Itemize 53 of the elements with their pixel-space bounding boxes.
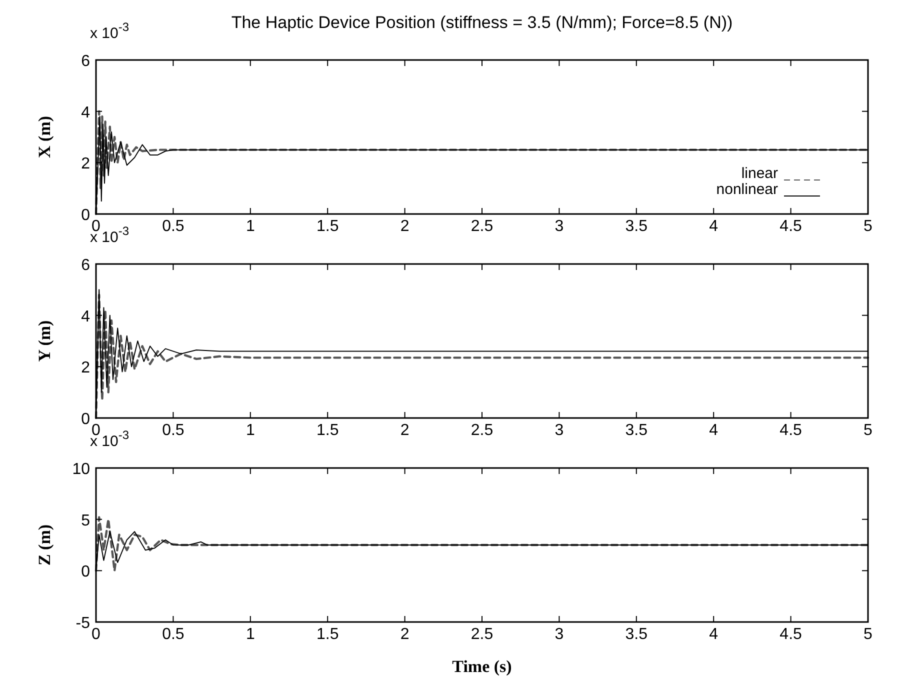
y-tick-label: 5: [81, 512, 90, 530]
x-tick-label: 4: [709, 626, 718, 643]
x-tick-label: 2: [400, 422, 410, 439]
y-tick-label: 2: [81, 156, 90, 173]
x-tick-label: 4.5: [780, 218, 802, 235]
x-axis-title: Time (s): [452, 657, 512, 676]
y-tick-label: 6: [81, 53, 90, 70]
y-tick-label: 4: [81, 308, 90, 326]
x-tick-label: 3.5: [625, 422, 648, 439]
y-tick-label: 4: [81, 104, 90, 122]
x-tick-label: 4.5: [780, 422, 802, 439]
x-tick-label: 0.5: [162, 626, 184, 643]
x-tick-label: 2.5: [470, 626, 494, 643]
x-tick-label: 4: [709, 422, 718, 439]
x-tick-label: 2.5: [470, 218, 494, 235]
x-tick-label: 0.5: [162, 218, 184, 235]
text: x 10$^{-3}$: [90, 20, 130, 42]
x-tick-label: 0: [92, 218, 101, 235]
x-tick-label: 3: [554, 422, 564, 439]
x-tick-label: 1.5: [316, 422, 339, 439]
x-tick-label: 1: [246, 218, 255, 235]
x-tick-label: 2: [400, 626, 410, 643]
x-tick-label: 0: [92, 626, 101, 643]
y-tick-label: 6: [81, 257, 90, 274]
x-tick-label: 2: [400, 218, 410, 235]
legend-label: linear: [741, 165, 778, 182]
x-tick-label: 1.5: [316, 626, 339, 643]
chart-title: The Haptic Device Position (stiffness = 3.5 (N/mm); Force=8.5 (N)): [231, 13, 733, 32]
x-tick-label: 1.5: [316, 218, 339, 235]
x-tick-label: 3: [554, 626, 564, 643]
legend-label: nonlinear: [716, 181, 778, 198]
y-tick-label: -5: [76, 615, 90, 632]
y-tick-label: 0: [81, 564, 90, 581]
x-tick-label: 5: [864, 626, 873, 643]
x-tick-label: 1: [246, 422, 255, 439]
x-tick-label: 3.5: [625, 218, 648, 235]
x-tick-label: 0.5: [162, 422, 184, 439]
y-axis-title: X (m): [35, 116, 54, 158]
x-tick-label: 0: [92, 422, 101, 439]
x-tick-label: 3: [554, 218, 564, 235]
x-tick-label: 4.5: [780, 626, 802, 643]
x-tick-label: 3.5: [625, 626, 648, 643]
y-tick-label: 10: [72, 461, 90, 478]
y-tick-label: 0: [81, 411, 90, 428]
y-tick-label: 0: [81, 207, 90, 224]
y-axis-title: Y (m): [35, 320, 54, 362]
y-tick-label: 2: [81, 360, 90, 377]
x-tick-label: 5: [864, 422, 873, 439]
x-tick-label: 5: [864, 218, 873, 235]
x-tick-label: 1: [246, 626, 255, 643]
y-axis-title: Z (m): [35, 524, 54, 566]
x-tick-label: 4: [709, 218, 718, 235]
x-tick-label: 2.5: [470, 422, 494, 439]
